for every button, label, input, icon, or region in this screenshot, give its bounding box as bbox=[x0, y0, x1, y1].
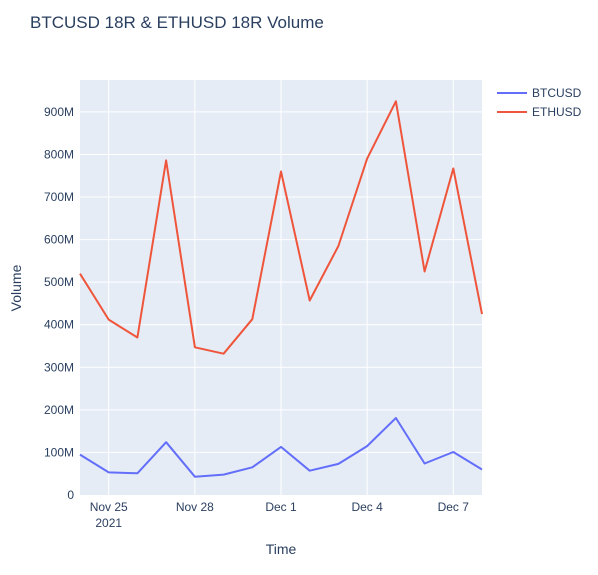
y-tick-label: 0 bbox=[67, 488, 74, 502]
y-tick-label: 900M bbox=[44, 105, 74, 119]
y-tick-label: 600M bbox=[44, 233, 74, 247]
x-tick-label: Dec 1 bbox=[265, 500, 297, 514]
chart-title: BTCUSD 18R & ETHUSD 18R Volume bbox=[30, 13, 324, 32]
y-tick-label: 400M bbox=[44, 318, 74, 332]
x-tick-sublabel: 2021 bbox=[95, 516, 122, 530]
legend[interactable]: BTCUSD ETHUSD bbox=[497, 86, 582, 119]
legend-item-btcusd[interactable]: BTCUSD bbox=[497, 86, 582, 100]
y-tick-label: 300M bbox=[44, 360, 74, 374]
x-tick-label: Dec 7 bbox=[438, 500, 470, 514]
x-tick-label: Dec 4 bbox=[351, 500, 383, 514]
x-tick-label: Nov 25 bbox=[90, 500, 128, 514]
y-axis-title: Volume bbox=[8, 264, 24, 311]
x-axis-title: Time bbox=[266, 541, 297, 557]
y-tick-label: 800M bbox=[44, 147, 74, 161]
legend-item-ethusd[interactable]: ETHUSD bbox=[497, 105, 582, 119]
x-tick-labels: Nov 25 2021 Nov 28 Dec 1 Dec 4 Dec 7 bbox=[90, 500, 470, 530]
y-tick-label: 700M bbox=[44, 190, 74, 204]
y-tick-label: 200M bbox=[44, 403, 74, 417]
legend-label: BTCUSD bbox=[532, 86, 582, 100]
y-tick-label: 500M bbox=[44, 275, 74, 289]
x-tick-label: Nov 28 bbox=[176, 500, 214, 514]
legend-label: ETHUSD bbox=[532, 105, 582, 119]
y-tick-labels: 0 100M 200M 300M 400M 500M 600M 700M 800M 900M bbox=[44, 105, 74, 502]
y-tick-label: 100M bbox=[44, 445, 74, 459]
